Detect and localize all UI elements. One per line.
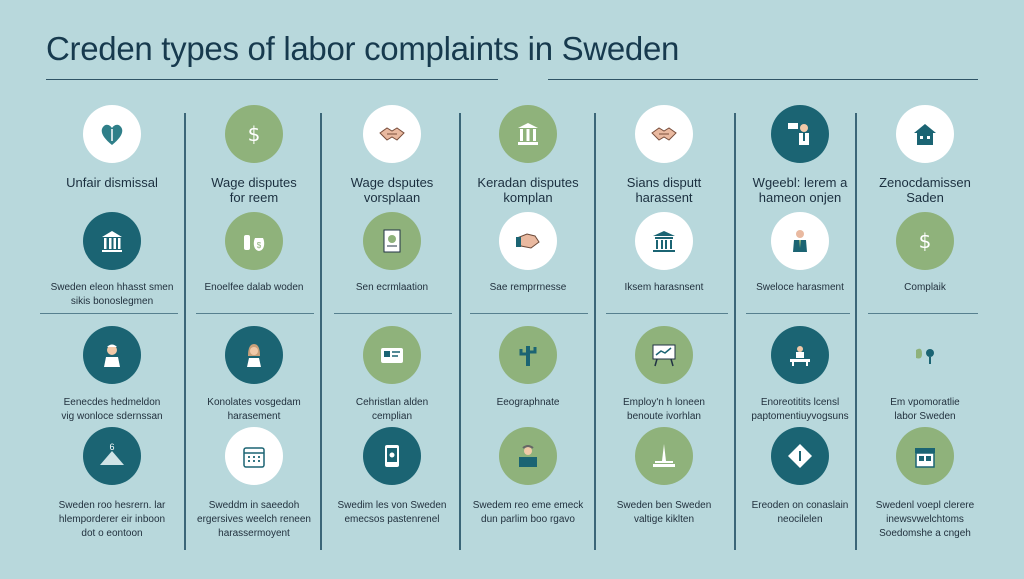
item-label: Sen ecrmlaation <box>355 282 429 293</box>
item-label: Sweddm in saeedoh ergersives weelch rene… <box>197 500 311 539</box>
item-label: Eeographnate <box>496 397 560 408</box>
complaint-column: Keradan disputes komplan Sae remprrnesse E… <box>463 0 593 579</box>
dollar-icon: $ <box>896 212 954 270</box>
chart-board-icon <box>635 326 693 384</box>
item-label: Employ'n h loneen benoute ivorhlan <box>623 397 705 422</box>
person-desk-icon <box>499 427 557 485</box>
row-divider <box>746 313 850 314</box>
presenter-icon <box>771 105 829 163</box>
item-label: Enoreotitits lcensl paptomentiuyvogsuns <box>751 397 849 422</box>
scale-icon: 6 <box>83 427 141 485</box>
item-label: Sweden roo hesrern. lar hlemporderer eir… <box>58 500 166 539</box>
courthouse-icon <box>499 105 557 163</box>
column-divider <box>320 113 322 550</box>
businessman-icon <box>771 212 829 270</box>
column-divider <box>734 113 736 550</box>
item-label: Sweden eleon hhasst smen sikis bonoslegm… <box>50 282 174 307</box>
row-divider <box>470 313 588 314</box>
complaint-column: Unfair dismissal Sweden eleon hhasst smen… <box>47 0 177 579</box>
item-label: Swedem reo eme emeck dun parlim boo rgav… <box>472 500 584 525</box>
heart-icon <box>83 105 141 163</box>
phone-icon <box>363 427 421 485</box>
monument-icon <box>635 427 693 485</box>
cactus-icon <box>499 326 557 384</box>
item-label: Sweden ben Sweden valtige kiklten <box>616 500 712 525</box>
item-label: Ereoden on conaslain neocilelen <box>751 500 849 525</box>
complaint-column: Wage dsputes vorsplaan Sen ecrmlaation Ceh… <box>327 0 457 579</box>
column-heading: Keradan disputes komplan <box>477 175 579 205</box>
handshake-icon <box>363 105 421 163</box>
complaint-column: Wage disputes for reem $ $ Enoelfee dalab w… <box>189 0 319 579</box>
row-divider <box>40 313 178 314</box>
tools-icon <box>896 326 954 384</box>
column-divider <box>594 113 596 550</box>
item-label: Em vpomoratlie labor Sweden <box>890 397 960 422</box>
complaint-column: Zenocdamissen Saden $ Complaik Em vpomoratl… <box>860 0 990 579</box>
column-heading: Wage disputes for reem <box>211 175 297 205</box>
row-divider <box>868 313 978 314</box>
column-divider <box>184 113 186 550</box>
document-icon <box>363 212 421 270</box>
page-title: Creden types of labor complaints in Swed… <box>46 30 680 67</box>
id-card-icon <box>363 326 421 384</box>
column-divider <box>459 113 461 550</box>
money-bag-icon: $ <box>225 212 283 270</box>
column-heading: Wgeebl: lerem a hameon onjen <box>752 175 848 205</box>
meeting-icon <box>771 326 829 384</box>
item-label: Swedenl voepl clerere inewsvwelchtoms So… <box>875 500 975 539</box>
svg-text:$: $ <box>919 229 932 253</box>
svg-text:$: $ <box>248 122 261 146</box>
diamond-sign-icon <box>771 427 829 485</box>
svg-text:6: 6 <box>109 442 114 452</box>
item-label: Enoelfee dalab woden <box>204 282 304 293</box>
complaint-column: Sians disputt harassent Iksem harasnsent E… <box>599 0 729 579</box>
item-label: Konolates vosgedam harasement <box>207 397 301 422</box>
svg-text:$: $ <box>257 241 262 250</box>
hand-icon <box>499 212 557 270</box>
woman-icon <box>225 326 283 384</box>
row-divider <box>196 313 314 314</box>
column-divider <box>855 113 857 550</box>
worker-icon <box>83 326 141 384</box>
item-label: Iksem harasnsent <box>624 282 704 293</box>
calendar-icon <box>225 427 283 485</box>
bank-icon <box>635 212 693 270</box>
item-label: Complaik <box>904 282 946 293</box>
house-icon <box>896 105 954 163</box>
row-divider <box>606 313 728 314</box>
column-heading: Wage dsputes vorsplaan <box>350 175 434 205</box>
title-underline-left <box>46 79 498 80</box>
column-heading: Sians disputt harassent <box>626 175 702 205</box>
row-divider <box>334 313 452 314</box>
complaint-column: Wgeebl: lerem a hameon onjen Sweloce hara… <box>735 0 865 579</box>
item-label: Sae remprrnesse <box>489 282 567 293</box>
building-icon <box>83 212 141 270</box>
item-label: Swedim les von Sweden emecsos pastenrene… <box>337 500 447 525</box>
dollar-icon: $ <box>225 105 283 163</box>
item-label: Sweloce harasment <box>756 282 844 293</box>
column-heading: Zenocdamissen Saden <box>879 175 971 205</box>
column-heading: Unfair dismissal <box>66 175 158 190</box>
storefront-icon <box>896 427 954 485</box>
item-label: Eenecdes hedmeldon vig wonloce sdernssan <box>61 397 163 422</box>
item-label: Cehristlan alden cemplian <box>355 397 429 422</box>
handshake-icon <box>635 105 693 163</box>
title-underline-right <box>548 79 978 80</box>
